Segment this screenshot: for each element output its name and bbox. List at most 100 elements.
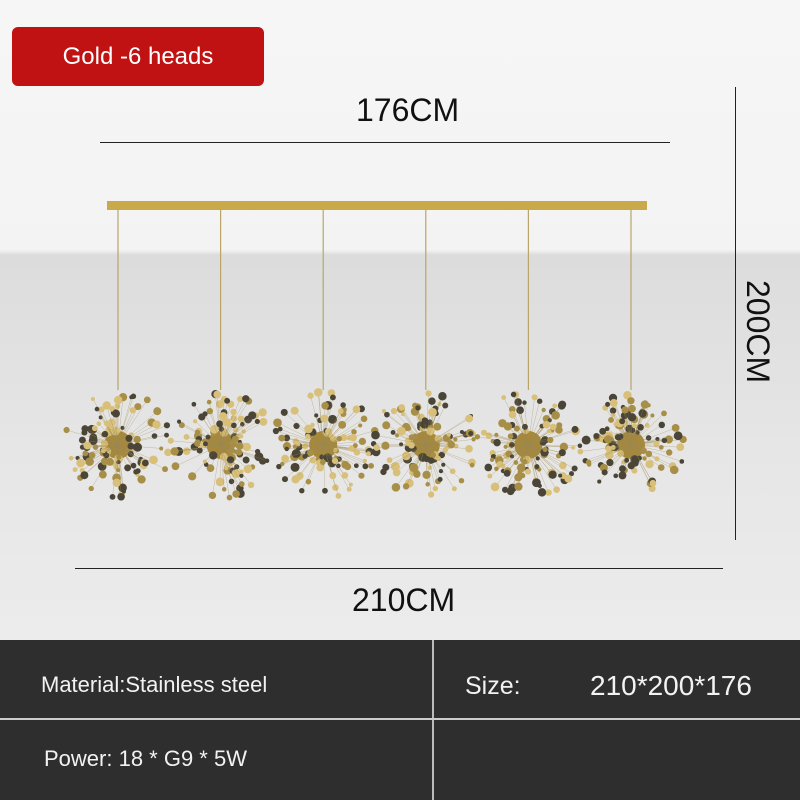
lamp-petal (141, 459, 149, 467)
lamp-stem (220, 416, 224, 446)
lamp-stem (220, 412, 263, 446)
lamp-petal (221, 487, 227, 492)
lamp-stem (220, 411, 234, 446)
lamp-stem (322, 444, 326, 491)
lamp-petal (116, 428, 121, 433)
lamp-petal (605, 401, 611, 407)
lamp-petal (547, 428, 552, 434)
lamp-petal (205, 434, 211, 440)
lamp-petal (348, 445, 355, 452)
lamp-stem (528, 444, 537, 483)
lamp-petal (278, 434, 286, 442)
lamp-petal (425, 482, 430, 487)
lamp-petal (368, 462, 375, 469)
lamp-petal (485, 432, 493, 439)
lamp-stem (528, 444, 561, 476)
lamp-petal (230, 415, 237, 422)
lamp-stem (630, 424, 662, 446)
lamp-petal (421, 417, 429, 424)
lamp-petal (284, 446, 289, 452)
lamp-petal (413, 470, 421, 478)
lamp-stem (286, 444, 324, 450)
lamp-stem (220, 418, 242, 446)
lamp-petal (577, 448, 584, 455)
lamp-petal (373, 444, 381, 451)
lamp-stem (106, 405, 119, 446)
lamp-petal (365, 451, 371, 457)
lamp-petal (666, 449, 673, 456)
lamp-stem (301, 444, 324, 491)
lamp-petal (346, 486, 352, 492)
lamp-petal (215, 477, 225, 487)
lamp-petal (510, 454, 515, 459)
lamp-petal (114, 403, 121, 409)
lamp-stem (117, 399, 148, 446)
lamp-stem (630, 444, 650, 455)
lamp-stem (409, 444, 427, 484)
lamp-petal (408, 442, 415, 449)
lamp-stem (323, 444, 366, 467)
lamp-petal (610, 445, 616, 450)
lamp-petal (291, 475, 300, 484)
lamp-petal (171, 462, 180, 471)
lamp-stem (117, 410, 134, 446)
lamp-stem (630, 444, 662, 468)
lamp-petal (167, 437, 174, 444)
lamp-stem (491, 444, 529, 461)
lamp-stem (220, 444, 230, 498)
lamp-petal (637, 423, 644, 431)
lamp-stem (630, 427, 676, 446)
lamp-petal (159, 446, 164, 451)
lamp-petal (537, 488, 547, 497)
lamp-petal (109, 493, 116, 500)
lamp-petal (92, 436, 98, 443)
lamp-stem (323, 437, 354, 446)
lamp-petal (531, 394, 538, 401)
lamp-petal (437, 476, 443, 482)
lamp-stem (94, 439, 119, 446)
lamp-petal (676, 443, 685, 451)
lamp-petal (88, 485, 94, 492)
lamp-stem (609, 444, 632, 463)
lamp-petal (384, 411, 390, 418)
lamp-stem (117, 411, 158, 446)
lamp-petal (427, 465, 433, 470)
lamp-petal (645, 435, 652, 441)
lamp-stem (112, 444, 119, 497)
lamp-petal (216, 420, 224, 428)
lamp-petal (551, 410, 560, 420)
lamp-petal (522, 400, 527, 405)
lamp-stem (483, 432, 529, 446)
lamp-stem (106, 423, 119, 446)
lamp-petal (447, 440, 456, 449)
lamp-stem (425, 412, 433, 446)
lamp-stem (220, 436, 242, 446)
lamp-petal (178, 422, 185, 429)
lamp-stem (425, 444, 446, 451)
lamp-petal (281, 476, 289, 483)
lamp-stem (87, 444, 119, 446)
lamp-stem (285, 444, 324, 459)
lamp-petal (319, 459, 326, 465)
lamp-stem (323, 418, 365, 446)
lamp-petal (242, 442, 252, 452)
lamp-stem (82, 444, 119, 471)
lamp-petal (381, 441, 390, 450)
lamp-petal (442, 402, 449, 409)
lamp-stem (117, 444, 134, 466)
lamp-stem (425, 434, 450, 446)
lamp-stem (104, 444, 119, 454)
lamp-petal (341, 472, 349, 479)
lamp-stem (220, 421, 258, 446)
lamp-petal (153, 407, 162, 416)
lamp-petal (441, 462, 446, 467)
lamp-stem (425, 418, 470, 446)
lamp-stem (588, 444, 632, 463)
lamp-petal (559, 461, 567, 470)
lamp-petal (313, 388, 323, 397)
lamp-petal (105, 457, 114, 466)
lamp-stem (492, 444, 529, 454)
lamp-petal (227, 456, 233, 463)
lamp-petal (404, 439, 410, 444)
lamp-petal (605, 445, 612, 452)
